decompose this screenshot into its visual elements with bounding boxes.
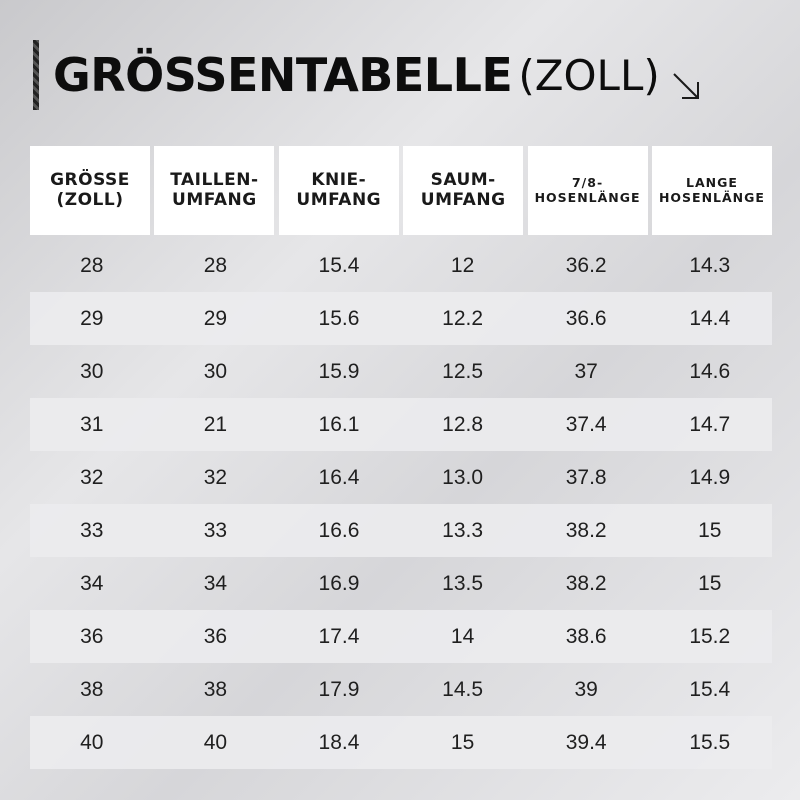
column-header-line: SAUM-	[430, 169, 496, 190]
table-cell: 37	[574, 359, 598, 383]
table-cell: 14	[450, 624, 475, 648]
table-cell: 38.6	[565, 624, 607, 648]
table-row: 34 34 16.9 13.5 38.2 15	[30, 557, 772, 610]
table-cell: 34	[203, 571, 228, 595]
table-cell: 33	[203, 518, 228, 542]
table-cell: 37.4	[565, 412, 607, 436]
title-accent-bar	[33, 40, 39, 110]
column-header-line: TAILLEN-	[170, 169, 259, 190]
column-header: LANGE HOSENLÄNGE	[651, 146, 772, 235]
column-header: GRÖSSE (ZOLL)	[30, 146, 150, 235]
table-cell: 31	[80, 412, 104, 436]
table-row: 32 32 16.4 13.0 37.8 14.9	[30, 451, 772, 504]
table-cell: 17.9	[318, 677, 360, 701]
column-header-line: GRÖSSE	[50, 169, 130, 190]
column-header: 7/8- HOSENLÄNGE	[527, 146, 648, 235]
table-cell: 16.1	[318, 412, 360, 436]
table-cell: 40	[203, 730, 228, 754]
table-cell: 13.0	[442, 465, 484, 489]
table-cell: 32	[203, 465, 228, 489]
table-row: 31 21 16.1 12.8 37.4 14.7	[30, 398, 772, 451]
table-cell: 15.6	[318, 306, 360, 330]
table-cell: 14.5	[442, 677, 484, 701]
table-cell: 17.4	[318, 624, 360, 648]
table-cell: 13.5	[442, 571, 484, 595]
column-header-line: UMFANG	[172, 189, 257, 210]
table-cell: 36	[80, 624, 104, 648]
table-cell: 36.2	[565, 253, 607, 277]
table-cell: 15.4	[318, 253, 360, 277]
column-header-line: 7/8-	[571, 175, 604, 191]
table-cell: 33	[80, 518, 104, 542]
column-header-line: UMFANG	[420, 189, 506, 210]
table-cell: 15.9	[318, 359, 360, 383]
column-header-line: HOSENLÄNGE	[534, 189, 641, 205]
table-cell: 15.4	[689, 677, 731, 701]
table-cell: 18.4	[318, 730, 360, 754]
table-cell: 15.5	[689, 730, 731, 754]
table-cell: 32	[80, 465, 104, 489]
table-cell: 16.4	[318, 465, 360, 489]
table-row: 28 28 15.4 12 36.2 14.3	[30, 239, 772, 292]
size-table: GRÖSSE (ZOLL) TAILLEN- UMFANG KNIE- UMFANG SAU…	[30, 146, 772, 769]
table-cell: 36	[203, 624, 228, 648]
table-row: 33 33 16.6 13.3 38.2 15	[30, 504, 772, 557]
table-cell: 15	[450, 730, 475, 754]
table-cell: 12.2	[442, 306, 484, 330]
table-cell: 38.2	[565, 571, 607, 595]
table-cell: 14.4	[689, 306, 731, 330]
table-cell: 30	[80, 359, 104, 383]
table-cell: 38	[203, 677, 228, 701]
table-cell: 38.2	[565, 518, 607, 542]
column-header-line: HOSENLÄNGE	[658, 189, 765, 205]
column-header-line: UMFANG	[296, 189, 382, 210]
column-header: KNIE- UMFANG	[278, 146, 399, 235]
table-cell: 30	[203, 359, 228, 383]
table-cell: 14.6	[689, 359, 731, 383]
column-header-line: KNIE-	[311, 169, 367, 190]
table-cell: 13.3	[442, 518, 484, 542]
table-header-row: GRÖSSE (ZOLL) TAILLEN- UMFANG KNIE- UMFANG SAU…	[30, 146, 772, 235]
table-cell: 15	[698, 518, 722, 542]
table-cell: 39.4	[565, 730, 607, 754]
table-cell: 28	[80, 253, 104, 277]
column-header-line: (ZOLL)	[56, 189, 124, 210]
table-cell: 40	[80, 730, 104, 754]
column-header: TAILLEN- UMFANG	[154, 146, 275, 235]
page-title: GRÖSSENTABELLE	[53, 48, 513, 102]
table-cell: 12.5	[442, 359, 484, 383]
table-cell: 28	[203, 253, 228, 277]
table-cell: 14.3	[689, 253, 731, 277]
table-cell: 14.7	[689, 412, 731, 436]
column-header-line: LANGE	[686, 175, 738, 191]
table-row: 38 38 17.9 14.5 39 15.4	[30, 663, 772, 716]
table-cell: 12.8	[442, 412, 484, 436]
table-row: 29 29 15.6 12.2 36.6 14.4	[30, 292, 772, 345]
table-cell: 39	[574, 677, 598, 701]
column-header: SAUM- UMFANG	[403, 146, 524, 235]
table-cell: 34	[80, 571, 104, 595]
table-row: 36 36 17.4 14 38.6 15.2	[30, 610, 772, 663]
arrow-down-right-icon	[673, 73, 699, 99]
table-body: 28 28 15.4 12 36.2 14.3 29 29 15.6 12.2 36.6 14.4 30…	[30, 239, 772, 769]
table-row: 30 30 15.9 12.5 37 14.6	[30, 345, 772, 398]
table-cell: 15	[698, 571, 722, 595]
table-cell: 29	[203, 306, 228, 330]
table-cell: 14.9	[689, 465, 731, 489]
table-cell: 21	[203, 412, 228, 436]
table-cell: 16.6	[318, 518, 360, 542]
table-cell: 15.2	[689, 624, 731, 648]
table-row: 40 40 18.4 15 39.4 15.5	[30, 716, 772, 769]
table-cell: 29	[80, 306, 104, 330]
table-cell: 37.8	[565, 465, 607, 489]
table-cell: 36.6	[565, 306, 607, 330]
title-bar: GRÖSSENTABELLE (ZOLL)	[33, 40, 702, 110]
page-title-unit: (ZOLL)	[518, 50, 660, 100]
table-cell: 38	[80, 677, 104, 701]
table-cell: 12	[450, 253, 475, 277]
table-cell: 16.9	[318, 571, 360, 595]
